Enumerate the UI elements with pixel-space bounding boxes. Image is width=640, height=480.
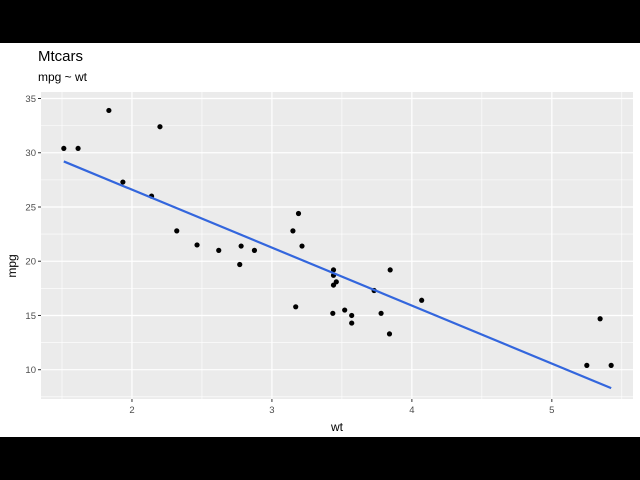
plot-panel <box>41 92 633 399</box>
data-point <box>216 247 222 253</box>
data-point <box>342 307 348 313</box>
grid-minor <box>41 92 633 399</box>
data-point <box>75 145 81 152</box>
data-point <box>251 247 258 253</box>
figure-frame: Mtcars mpg ~ wt 2 3 4 5 10 15 20 25 30 35 wt mpg <box>0 43 640 437</box>
data-point <box>194 242 200 248</box>
x-axis-ticks: 2 3 4 5 <box>129 399 554 416</box>
data-point <box>387 267 393 273</box>
grid-major <box>41 92 633 399</box>
data-point <box>419 297 425 303</box>
data-point <box>349 320 355 326</box>
data-point <box>386 331 393 337</box>
y-tick-label: 30 <box>25 148 36 159</box>
data-point <box>61 145 67 152</box>
data-point <box>378 310 384 316</box>
x-tick-label: 4 <box>409 405 414 416</box>
data-point <box>290 228 296 234</box>
data-point <box>106 107 112 114</box>
y-tick-label: 35 <box>25 94 36 105</box>
y-tick-label: 25 <box>25 202 36 213</box>
data-point <box>584 362 590 368</box>
data-point <box>299 243 305 249</box>
data-point <box>237 261 243 268</box>
chart-title: Mtcars <box>38 48 83 65</box>
x-tick-label: 5 <box>549 405 554 416</box>
data-point <box>330 310 336 316</box>
data-point <box>120 179 126 185</box>
y-tick-label: 10 <box>25 365 36 376</box>
data-point <box>293 304 299 310</box>
chart: Mtcars mpg ~ wt 2 3 4 5 10 15 20 25 30 35 wt mpg <box>5 48 633 434</box>
x-tick-label: 3 <box>269 405 274 416</box>
data-point <box>174 228 180 234</box>
data-point <box>608 362 614 368</box>
data-point <box>295 210 302 217</box>
y-tick-label: 20 <box>25 257 36 268</box>
y-axis-ticks: 10 15 20 25 30 35 <box>25 94 41 376</box>
y-tick-label: 15 <box>25 311 36 322</box>
regression-line <box>63 160 612 390</box>
x-tick-label: 2 <box>129 405 134 416</box>
data-point <box>333 279 339 285</box>
data-point <box>238 243 244 249</box>
data-point <box>597 316 603 322</box>
data-point <box>330 267 337 273</box>
y-axis-title: mpg <box>5 254 19 277</box>
data-point <box>157 124 163 130</box>
data-point <box>349 312 355 319</box>
x-axis-title: wt <box>330 420 344 434</box>
chart-subtitle: mpg ~ wt <box>38 70 88 84</box>
